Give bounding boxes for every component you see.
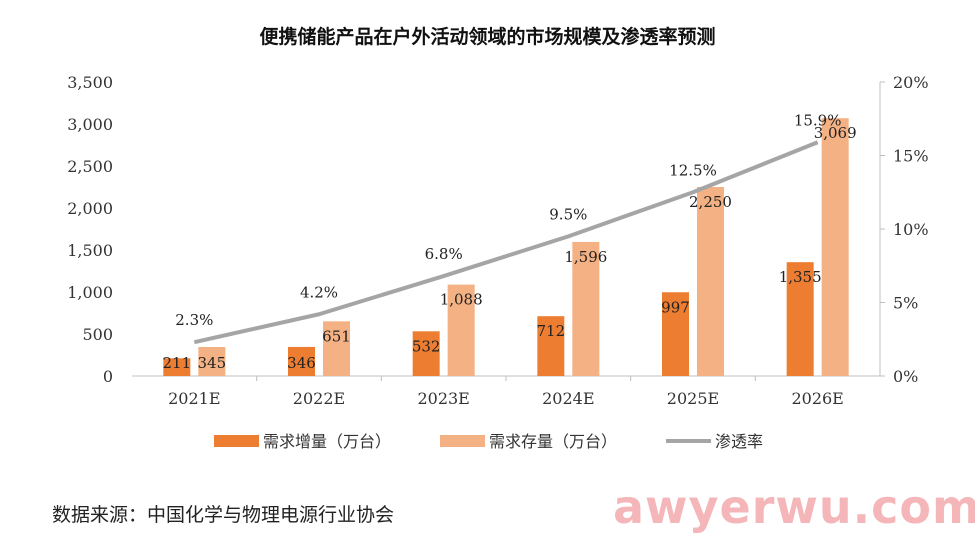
rate-line <box>193 140 819 345</box>
data-label-increment: 211 <box>163 354 192 372</box>
bar-stock <box>198 347 226 376</box>
bar-stock <box>697 187 724 376</box>
y2-tick-label: 5% <box>893 294 918 313</box>
x-tick-label: 2022E <box>293 389 345 408</box>
bar-stock <box>821 118 849 376</box>
data-label-rate: 9.5% <box>549 205 587 223</box>
x-tick-label: 2026E <box>791 389 843 408</box>
data-label-increment: 712 <box>537 322 566 340</box>
y2-tick-label: 20% <box>893 73 929 92</box>
y-tick-label: 1,500 <box>67 241 113 260</box>
data-label-stock: 2,250 <box>689 193 732 211</box>
bar-increment <box>288 346 315 376</box>
bar-increment <box>163 358 191 376</box>
data-label-stock: 651 <box>322 327 351 345</box>
data-label-increment: 997 <box>661 298 690 316</box>
data-label-increment: 1,355 <box>779 268 822 286</box>
data-label-increment: 532 <box>412 337 441 355</box>
x-tick-label: 2024E <box>542 389 594 408</box>
y2-tick-label: 10% <box>893 220 929 239</box>
y-tick-label: 500 <box>82 325 113 344</box>
bar-increment <box>786 262 814 376</box>
x-tick-label: 2021E <box>168 389 220 408</box>
legend-label-stock: 需求存量（万台） <box>489 432 617 451</box>
y-tick-label: 0 <box>103 367 113 386</box>
data-label-rate: 2.3% <box>175 311 213 329</box>
y-tick-label: 2,500 <box>67 157 113 176</box>
data-label-increment: 346 <box>287 354 316 372</box>
y2-tick-label: 15% <box>893 147 929 166</box>
legend-swatch-increment <box>214 435 259 447</box>
data-label-rate: 12.5% <box>669 161 717 179</box>
y-tick-label: 3,500 <box>67 73 113 92</box>
chart-title: 便携储能产品在户外活动领域的市场规模及渗透率预测 <box>259 26 716 48</box>
bar-increment <box>412 331 440 376</box>
data-label-stock: 3,069 <box>814 124 857 142</box>
data-label-stock: 1,596 <box>564 248 607 266</box>
x-tick-label: 2023E <box>417 389 469 408</box>
watermark: awyerwu.com <box>613 480 975 534</box>
bar-increment <box>537 316 565 376</box>
bar-increment <box>662 292 689 376</box>
bar-stock <box>323 321 350 376</box>
legend-label-increment: 需求增量（万台） <box>263 432 391 451</box>
y-tick-label: 2,000 <box>67 199 113 218</box>
bar-stock <box>447 284 475 376</box>
source-note: 数据来源：中国化学与物理电源行业协会 <box>52 504 395 526</box>
y2-tick-label: 0% <box>893 367 918 386</box>
legend-label-rate: 渗透率 <box>715 432 763 451</box>
data-label-rate: 15.9% <box>794 111 842 129</box>
legend-swatch-stock <box>440 435 485 447</box>
data-label-rate: 4.2% <box>300 283 338 301</box>
data-label-stock: 1,088 <box>440 291 483 309</box>
data-label-rate: 6.8% <box>425 245 463 263</box>
x-tick-label: 2025E <box>667 389 719 408</box>
data-label-stock: 345 <box>198 354 227 372</box>
y-tick-label: 1,000 <box>67 283 113 302</box>
bar-stock <box>572 241 600 376</box>
y-tick-label: 3,000 <box>67 115 113 134</box>
